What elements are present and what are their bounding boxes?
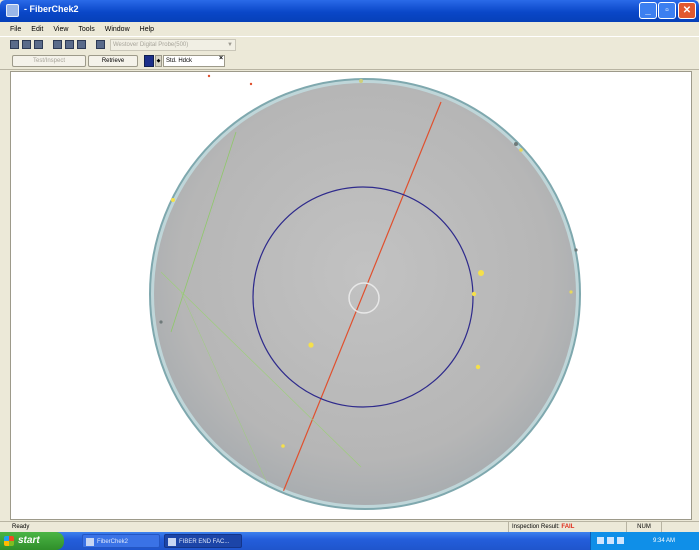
inspection-result: Inspection Result: FAIL <box>508 522 620 532</box>
save-icon[interactable] <box>34 40 43 49</box>
stray-mark <box>249 82 253 86</box>
rim-debris <box>514 142 518 146</box>
help-icon[interactable] <box>77 40 86 49</box>
window-title: - FiberChek2 <box>24 4 79 14</box>
app-icon <box>86 538 94 546</box>
network-icon[interactable] <box>597 537 604 544</box>
taskbar: start FiberChek2 FIBER END FAC... 9:34 A… <box>0 532 699 550</box>
device-select-label: Westover Digital Probe(500) <box>113 42 189 48</box>
defect-dot <box>519 148 523 152</box>
fiber-face <box>154 83 576 505</box>
menu-bar: File Edit View Tools Window Help <box>0 22 699 36</box>
cut-icon[interactable] <box>53 40 62 49</box>
core-circle <box>348 282 380 314</box>
menu-view[interactable]: View <box>53 25 69 33</box>
mode-select[interactable]: Std. Hdck <box>163 55 225 67</box>
app-icon <box>6 4 19 17</box>
title-bar: - FiberChek2 _ ▫ ✕ <box>0 0 699 22</box>
defect-dot <box>475 364 481 370</box>
start-button[interactable]: start <box>0 532 64 550</box>
inspection-result-value: FAIL <box>561 524 575 530</box>
chevron-down-icon: ▼ <box>227 42 233 48</box>
image-icon <box>168 538 176 546</box>
stray-mark <box>207 74 211 78</box>
clock[interactable]: 9:34 AM <box>653 538 676 544</box>
maximize-button[interactable]: ▫ <box>658 2 676 19</box>
menu-edit[interactable]: Edit <box>31 25 44 33</box>
taskbar-item-fiberchek[interactable]: FiberChek2 <box>82 534 160 548</box>
taskbar-item-label: FiberChek2 <box>97 539 129 545</box>
taskbar-item-fiber-end-face[interactable]: FIBER END FAC... <box>164 534 242 548</box>
inspection-viewport[interactable] <box>10 71 692 520</box>
mode-close-icon[interactable]: × <box>219 55 224 62</box>
retrieve-button[interactable]: Retrieve <box>88 55 138 67</box>
rim-debris <box>159 320 163 324</box>
defect-dot <box>171 198 175 202</box>
defect-dot <box>281 444 285 448</box>
status-bar: Ready Inspection Result: FAIL NUM <box>0 521 699 532</box>
menu-help[interactable]: Help <box>139 25 155 33</box>
device-select[interactable]: Westover Digital Probe(500) ▼ <box>110 39 236 51</box>
num-lock-indicator: NUM <box>626 522 662 532</box>
minimize-button[interactable]: _ <box>639 2 657 19</box>
menu-file[interactable]: File <box>10 25 22 33</box>
windows-flag-icon <box>4 536 14 546</box>
volume-icon[interactable] <box>607 537 614 544</box>
inspection-result-label: Inspection Result: <box>512 524 560 530</box>
close-button[interactable]: ✕ <box>678 2 696 19</box>
scratch-line-green-1 <box>170 131 237 333</box>
open-icon[interactable] <box>22 40 31 49</box>
rim-debris <box>574 248 578 252</box>
taskbar-item-label: FIBER END FAC... <box>179 539 230 545</box>
new-icon[interactable] <box>10 40 19 49</box>
scratch-line-green-3 <box>180 291 272 493</box>
device-icon[interactable] <box>96 40 105 49</box>
menu-tools[interactable]: Tools <box>78 25 95 33</box>
mode-spinner[interactable]: ◆ <box>155 55 162 67</box>
print-icon[interactable] <box>65 40 74 49</box>
mode-swatch <box>144 55 154 67</box>
menu-window[interactable]: Window <box>104 25 130 33</box>
defect-dot <box>471 291 477 297</box>
system-tray: 9:34 AM <box>590 532 699 550</box>
contact-zone-circle <box>252 186 474 408</box>
fiber-end-face-image <box>149 74 581 510</box>
main-toolbar: Westover Digital Probe(500) ▼ <box>0 36 699 53</box>
test-inspect-button[interactable]: Test/Inspect <box>12 55 86 67</box>
status-ready: Ready <box>12 524 30 530</box>
defect-dot <box>478 270 484 276</box>
scratch-line-red <box>280 101 442 498</box>
defect-dot <box>308 342 314 348</box>
security-icon[interactable] <box>617 537 624 544</box>
inspection-toolbar: Test/Inspect Retrieve ◆ Std. Hdck × <box>0 53 699 70</box>
rim-debris <box>359 79 363 83</box>
scratch-line-green-2 <box>160 271 362 468</box>
defect-dot <box>569 290 573 294</box>
start-label: start <box>18 535 40 546</box>
